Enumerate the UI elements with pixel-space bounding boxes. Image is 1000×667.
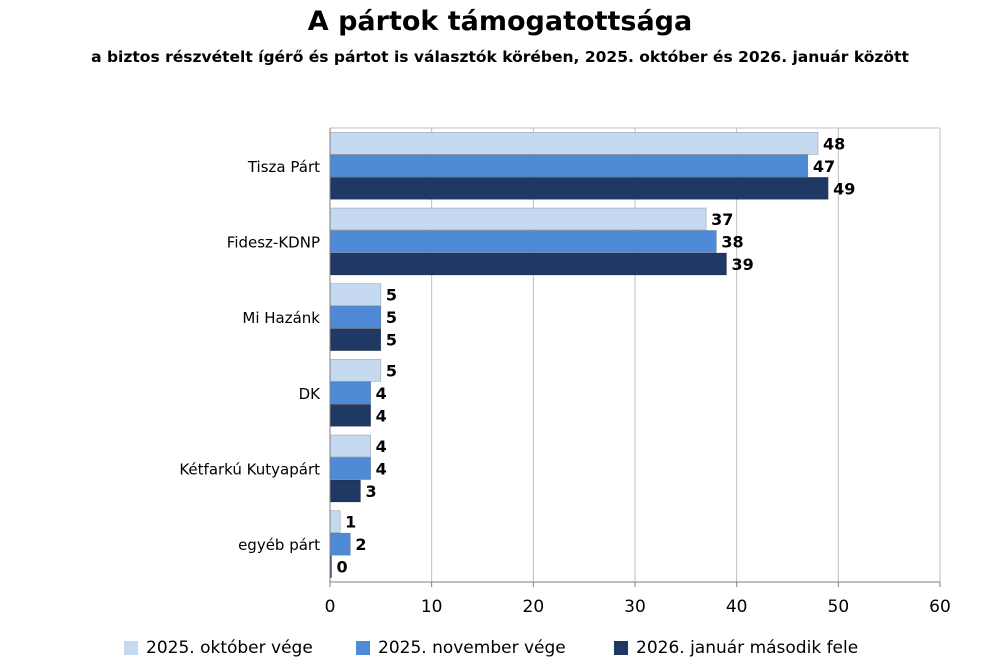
legend-label-nov: 2025. november vége <box>378 638 566 658</box>
data-label: 4 <box>376 406 387 425</box>
bar <box>329 434 371 458</box>
legend: 2025. október vége 2025. november vége 2… <box>0 638 1000 664</box>
bar <box>329 359 382 382</box>
bar <box>329 177 829 200</box>
bar <box>329 479 361 503</box>
data-label: 5 <box>386 308 397 327</box>
data-label: 1 <box>345 513 356 532</box>
x-tick-label: 0 <box>325 597 336 617</box>
bar <box>329 328 382 351</box>
legend-swatch-nov <box>356 641 370 655</box>
data-label: 39 <box>732 255 754 274</box>
legend-item-nov: 2025. november vége <box>356 638 566 658</box>
x-tick-label: 50 <box>828 597 850 617</box>
legend-item-jan: 2026. január második fele <box>614 638 858 658</box>
category-label: DK <box>299 385 322 403</box>
data-label: 47 <box>813 157 835 176</box>
x-tick-label: 60 <box>929 597 951 617</box>
legend-swatch-jan <box>614 641 628 655</box>
bar <box>329 154 809 178</box>
chart-subtitle: a biztos részvételt ígérő és pártot is v… <box>91 48 909 66</box>
data-label: 48 <box>823 134 845 153</box>
bar <box>329 283 382 306</box>
bar <box>329 252 727 276</box>
data-label: 3 <box>366 482 377 501</box>
bar <box>329 132 819 155</box>
category-label: egyéb párt <box>238 536 320 554</box>
data-label: 4 <box>376 384 387 403</box>
bar <box>329 230 717 253</box>
data-label: 5 <box>386 361 397 380</box>
legend-item-oct: 2025. október vége <box>124 638 313 658</box>
data-label: 49 <box>833 179 855 198</box>
data-label: 5 <box>386 286 397 305</box>
data-label: 37 <box>711 210 733 229</box>
bar <box>329 381 371 405</box>
legend-swatch-oct <box>124 641 138 655</box>
category-label: Tisza Párt <box>247 158 320 176</box>
x-tick-label: 30 <box>624 597 646 617</box>
bar <box>329 305 382 329</box>
data-label: 4 <box>376 437 387 456</box>
x-tick-label: 20 <box>523 597 545 617</box>
data-label: 4 <box>376 460 387 479</box>
legend-label-jan: 2026. január második fele <box>636 638 859 658</box>
bar <box>329 404 371 427</box>
data-label: 0 <box>337 558 348 577</box>
category-label: Kétfarkú Kutyapárt <box>179 461 320 479</box>
x-tick-label: 10 <box>421 597 443 617</box>
data-label: 2 <box>355 535 366 554</box>
data-label: 38 <box>721 233 743 252</box>
bar <box>329 510 341 533</box>
bar <box>329 457 371 480</box>
legend-label-oct: 2025. október vége <box>146 638 313 658</box>
chart-title: A pártok támogatottsága <box>307 6 693 37</box>
bar <box>329 207 707 231</box>
category-label: Mi Hazánk <box>242 309 320 327</box>
category-label: Fidesz-KDNP <box>227 234 320 252</box>
data-label: 5 <box>386 331 397 350</box>
x-tick-label: 40 <box>726 597 748 617</box>
bar <box>329 532 351 556</box>
